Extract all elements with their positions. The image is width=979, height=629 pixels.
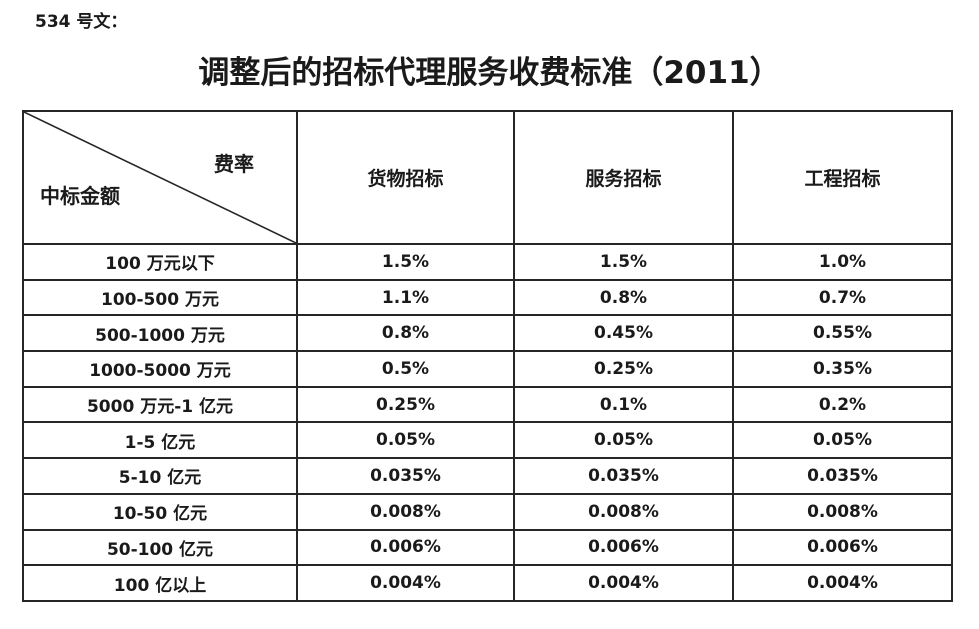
row-label-cell: 1000-5000 万元 [22, 350, 298, 388]
rate-cell-goods: 0.05% [296, 421, 515, 460]
rate-cell-service: 0.05% [513, 421, 734, 460]
table-row: 5000 万元-1 亿元 0.25% 0.1% 0.2% [22, 385, 953, 424]
corner-rate-label: 费率 [214, 152, 254, 176]
rate-cell-service: 0.035% [513, 457, 734, 495]
rate-cell-goods: 0.8% [296, 314, 515, 353]
page-title: 调整后的招标代理服务收费标准（2011） [198, 55, 781, 91]
table-row: 50-100 亿元 0.006% 0.006% 0.006% [22, 528, 953, 567]
doc-number-label: 534 号文： [35, 12, 128, 32]
rate-cell-engineering: 0.55% [732, 314, 953, 353]
rate-cell-service: 0.45% [513, 314, 734, 353]
rate-cell-engineering: 0.008% [732, 492, 953, 531]
table-row: 10-50 亿元 0.008% 0.008% 0.008% [22, 492, 953, 531]
rate-cell-engineering: 0.035% [732, 457, 953, 495]
fee-standard-table: 费率 中标金额 货物招标 服务招标 工程招标 100 万元以下 1.5% 1.5… [22, 110, 953, 602]
row-label-cell: 5000 万元-1 亿元 [22, 385, 298, 424]
table-row: 500-1000 万元 0.8% 0.45% 0.55% [22, 314, 953, 353]
rate-cell-goods: 0.006% [296, 528, 515, 567]
rate-cell-engineering: 0.05% [732, 421, 953, 460]
column-header-engineering: 工程招标 [732, 110, 953, 245]
row-label-cell: 1-5 亿元 [22, 421, 298, 460]
column-header-goods: 货物招标 [296, 110, 515, 245]
rate-cell-service: 0.008% [513, 492, 734, 531]
rate-cell-engineering: 0.004% [732, 564, 953, 602]
rate-cell-service: 0.004% [513, 564, 734, 602]
row-label-cell: 100 亿以上 [22, 564, 298, 602]
rate-cell-service: 1.5% [513, 243, 734, 281]
row-label-cell: 50-100 亿元 [22, 528, 298, 567]
table-row: 5-10 亿元 0.035% 0.035% 0.035% [22, 457, 953, 495]
rate-cell-engineering: 1.0% [732, 243, 953, 281]
row-label-cell: 10-50 亿元 [22, 492, 298, 531]
rate-cell-service: 0.8% [513, 278, 734, 317]
rate-cell-service: 0.006% [513, 528, 734, 567]
rate-cell-goods: 1.1% [296, 278, 515, 317]
table-row: 100-500 万元 1.1% 0.8% 0.7% [22, 278, 953, 317]
row-label-cell: 100 万元以下 [22, 243, 298, 281]
column-header-service: 服务招标 [513, 110, 734, 245]
row-label-cell: 100-500 万元 [22, 278, 298, 317]
rate-cell-engineering: 0.006% [732, 528, 953, 567]
table-row: 1-5 亿元 0.05% 0.05% 0.05% [22, 421, 953, 460]
diagonal-divider-line [24, 112, 296, 243]
table-header-row: 费率 中标金额 货物招标 服务招标 工程招标 [22, 110, 953, 245]
corner-header-cell: 费率 中标金额 [22, 110, 298, 245]
row-label-cell: 500-1000 万元 [22, 314, 298, 353]
rate-cell-service: 0.25% [513, 350, 734, 388]
rate-cell-goods: 0.008% [296, 492, 515, 531]
table-row: 100 亿以上 0.004% 0.004% 0.004% [22, 564, 953, 602]
rate-cell-engineering: 0.2% [732, 385, 953, 424]
rate-cell-engineering: 0.35% [732, 350, 953, 388]
rate-cell-goods: 0.004% [296, 564, 515, 602]
rate-cell-engineering: 0.7% [732, 278, 953, 317]
rate-cell-service: 0.1% [513, 385, 734, 424]
rate-cell-goods: 0.25% [296, 385, 515, 424]
table-row: 1000-5000 万元 0.5% 0.25% 0.35% [22, 350, 953, 388]
table-row: 100 万元以下 1.5% 1.5% 1.0% [22, 243, 953, 281]
rate-cell-goods: 0.035% [296, 457, 515, 495]
rate-cell-goods: 1.5% [296, 243, 515, 281]
corner-amount-label: 中标金额 [40, 184, 120, 208]
row-label-cell: 5-10 亿元 [22, 457, 298, 495]
rate-cell-goods: 0.5% [296, 350, 515, 388]
